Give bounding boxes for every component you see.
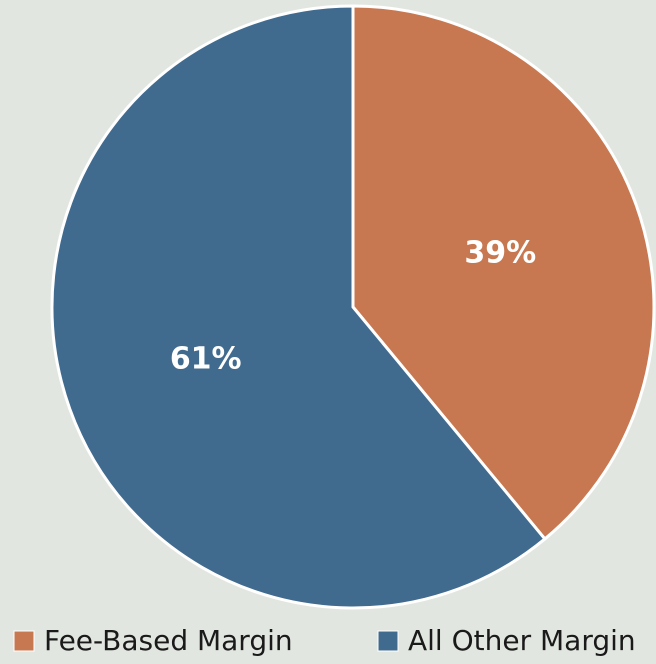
legend-swatch bbox=[13, 630, 35, 652]
legend-label: Fee-Based Margin bbox=[44, 624, 293, 657]
value-label: 39% bbox=[464, 235, 536, 270]
legend-swatch bbox=[377, 630, 399, 652]
pie-slice bbox=[50, 4, 547, 610]
pie-slice bbox=[351, 4, 656, 542]
value-label: 61% bbox=[170, 342, 242, 377]
legend-label: All Other Margin bbox=[408, 624, 636, 657]
